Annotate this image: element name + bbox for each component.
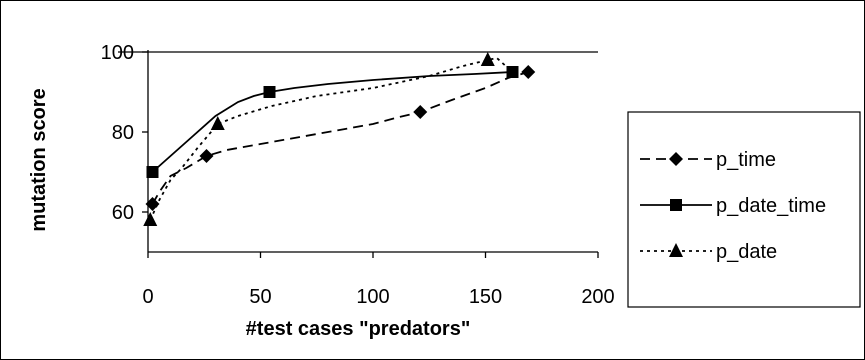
x-tick-label: 50 xyxy=(249,286,271,308)
series-line-p-time xyxy=(151,71,529,205)
legend-label-p-date-time: p_date_time xyxy=(716,195,826,217)
x-axis-title: #test cases "predators" xyxy=(246,318,471,340)
legend-label-p-time: p_time xyxy=(716,149,776,171)
legend-marker-p-date-time xyxy=(670,199,682,211)
data-point-p-time xyxy=(199,149,214,163)
data-point-p-date xyxy=(480,52,495,66)
y-tick-label: 100 xyxy=(101,42,134,64)
legend-marker-p-time xyxy=(669,152,683,166)
y-tick-label: 60 xyxy=(112,202,134,224)
legend-marker-p-date xyxy=(669,243,683,257)
legend-label-p-date: p_date xyxy=(716,241,777,263)
data-point-p-date-time xyxy=(263,86,276,98)
y-axis-title: mutation score xyxy=(28,88,50,231)
y-tick-label: 80 xyxy=(112,122,134,144)
x-tick-label: 200 xyxy=(581,286,614,308)
series-line-p-date xyxy=(149,57,509,221)
data-point-p-time xyxy=(413,105,428,119)
x-tick-label: 0 xyxy=(142,286,153,308)
plot-area: 60 80 100 0 50 100 150 200 xyxy=(101,42,615,308)
data-point-p-date-time xyxy=(146,166,159,178)
data-point-p-time xyxy=(145,197,160,211)
legend: p_time p_date_time p_date xyxy=(627,111,861,308)
data-point-p-date-time xyxy=(506,66,519,78)
data-point-p-date xyxy=(210,116,225,130)
data-point-p-date xyxy=(143,212,158,226)
x-tick-label: 100 xyxy=(356,286,389,308)
legend-box xyxy=(627,111,861,308)
x-tick-label: 150 xyxy=(469,286,502,308)
data-point-p-time xyxy=(521,65,536,79)
